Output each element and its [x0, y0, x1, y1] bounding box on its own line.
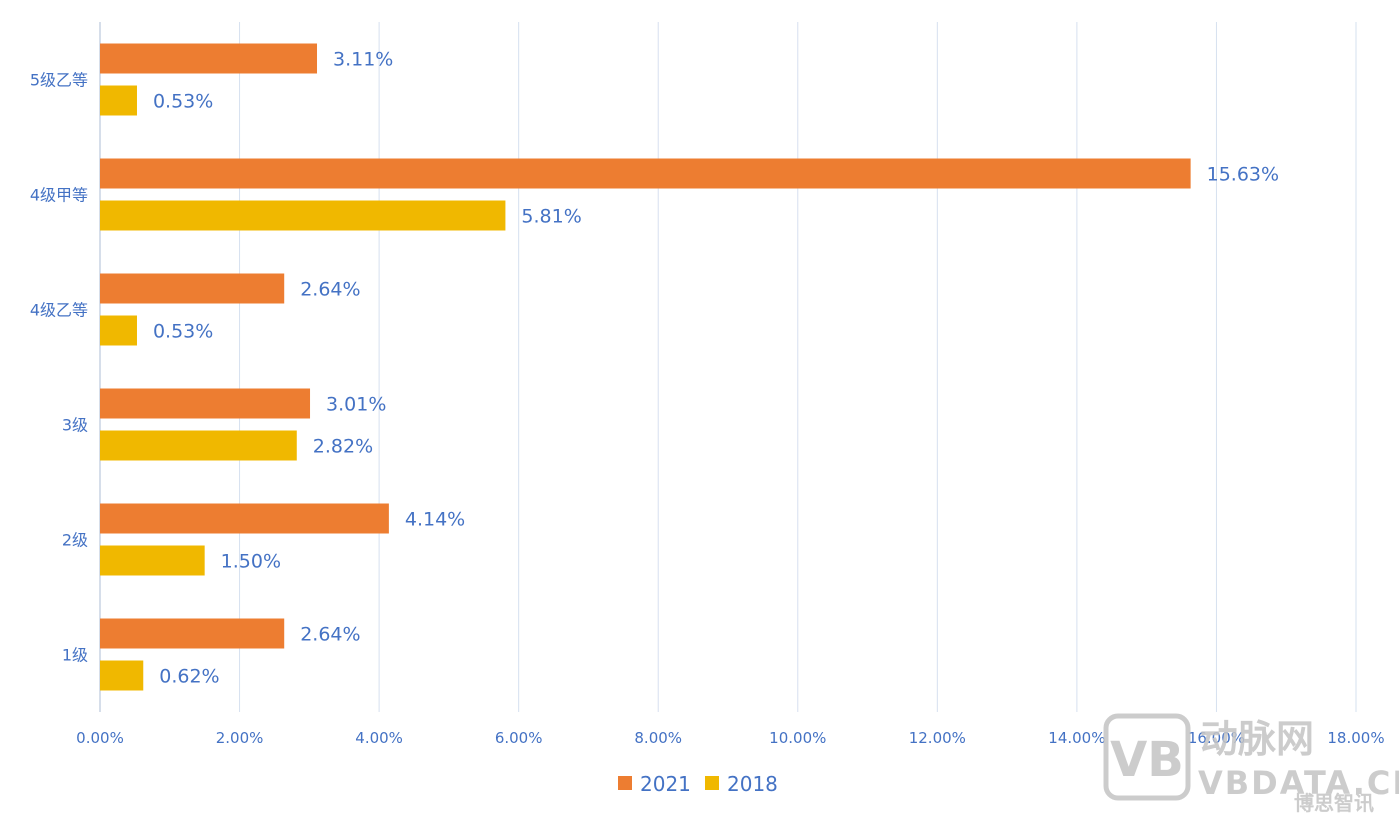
bar-2021 — [100, 43, 318, 74]
watermark-partner: 博思智讯 — [1294, 791, 1374, 815]
legend: 2021 2018 — [618, 772, 778, 796]
legend-label-2018: 2018 — [727, 772, 778, 796]
data-label-2018: 0.62% — [159, 666, 219, 688]
category-labels: 5级乙等 4级甲等 4级乙等 3级 2级 1级 — [30, 71, 88, 665]
category-label: 3级 — [62, 416, 88, 435]
data-label-2021: 2.64% — [300, 624, 360, 646]
watermark-logo-box — [1103, 713, 1191, 801]
category-label: 5级乙等 — [30, 71, 88, 90]
watermark: VB 动脉网 VBDATA.CN 博思智讯 — [1103, 713, 1399, 815]
x-tick-label: 8.00% — [634, 729, 682, 747]
legend-swatch-2018 — [705, 776, 719, 790]
legend-swatch-2021 — [618, 776, 632, 790]
bar-2021 — [100, 618, 285, 649]
watermark-logo: VB — [1110, 732, 1184, 788]
x-tick-label: 12.00% — [909, 729, 966, 747]
bar-2018 — [100, 315, 137, 346]
data-label-2021: 3.11% — [333, 49, 393, 71]
bar-2021 — [100, 388, 311, 419]
data-label-2018: 1.50% — [221, 551, 281, 573]
data-label-2018: 0.53% — [153, 91, 213, 113]
x-tick-label: 10.00% — [769, 729, 826, 747]
data-label-2021: 2.64% — [300, 279, 360, 301]
x-tick-labels: 0.00% 2.00% 4.00% 6.00% 8.00% 10.00% 12.00% 14.… — [76, 729, 1384, 747]
category-label: 2级 — [62, 531, 88, 550]
bar-2018 — [100, 200, 506, 231]
data-label-2018: 5.81% — [521, 206, 581, 228]
watermark-site: VBDATA.CN — [1198, 764, 1399, 802]
bar-2018 — [100, 85, 137, 116]
category-label: 1级 — [62, 646, 88, 665]
data-label-2018: 0.53% — [153, 321, 213, 343]
watermark-name: 动脉网 — [1200, 717, 1314, 761]
bar-2018 — [100, 545, 205, 576]
x-tick-label: 18.00% — [1327, 729, 1384, 747]
x-tick-label: 16.00% — [1188, 729, 1245, 747]
x-tick-label: 6.00% — [495, 729, 543, 747]
bar-2018 — [100, 430, 297, 461]
x-tick-label: 2.00% — [216, 729, 264, 747]
bar-2021 — [100, 158, 1191, 189]
bars — [100, 43, 1191, 691]
category-label: 4级乙等 — [30, 301, 88, 320]
data-labels: 3.11% 0.53% 15.63% 5.81% 2.64% 0.53% 3.01% 2.82… — [153, 49, 1279, 688]
bar-2021 — [100, 503, 389, 534]
data-label-2018: 2.82% — [313, 436, 373, 458]
x-tick-label: 4.00% — [355, 729, 403, 747]
x-tick-label: 14.00% — [1048, 729, 1105, 747]
legend-label-2021: 2021 — [640, 772, 691, 796]
category-label: 4级甲等 — [30, 186, 88, 205]
bar-2021 — [100, 273, 285, 304]
bar-2018 — [100, 660, 144, 691]
data-label-2021: 3.01% — [326, 394, 386, 416]
data-label-2021: 15.63% — [1207, 164, 1279, 186]
data-label-2021: 4.14% — [405, 509, 465, 531]
gridlines — [99, 22, 1357, 712]
x-tick-label: 0.00% — [76, 729, 124, 747]
